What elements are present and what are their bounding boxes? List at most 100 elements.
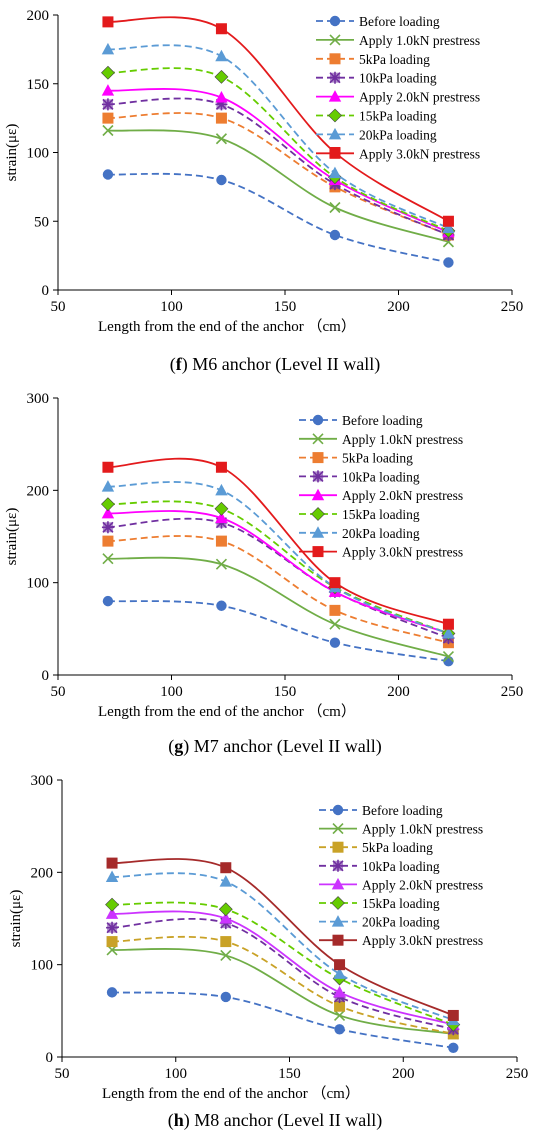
series-line <box>107 481 449 635</box>
data-point <box>101 480 115 492</box>
data-point <box>101 521 114 534</box>
data-point <box>106 936 118 948</box>
series-line <box>112 858 454 1017</box>
series-line <box>112 935 454 1035</box>
data-point <box>102 112 114 124</box>
legend-entry: Before loading <box>362 803 443 818</box>
data-point <box>102 124 114 137</box>
series-6 <box>101 42 455 234</box>
data-point <box>106 921 119 934</box>
data-point <box>101 497 115 512</box>
data-point <box>334 1024 345 1035</box>
legend-entry: 15kPa loading <box>362 896 440 911</box>
data-point <box>442 626 455 639</box>
legend-entry: Before loading <box>359 14 440 29</box>
series-line <box>107 535 449 644</box>
data-point <box>220 991 231 1003</box>
data-point <box>215 49 228 62</box>
data-point <box>328 166 342 179</box>
legend-entry: 20kPa loading <box>359 127 437 142</box>
data-point <box>102 16 114 28</box>
data-point <box>220 862 232 874</box>
series-line <box>107 97 449 236</box>
data-point <box>220 936 232 948</box>
series-0 <box>102 595 454 667</box>
data-point <box>214 69 229 84</box>
legend-marker <box>331 877 345 890</box>
chart-panel-h: 0 100 200 300 50 100 150 200 250 Length from the … <box>8 773 528 1102</box>
legend-entry: Apply 1.0kN prestress <box>362 822 483 837</box>
legend-marker <box>312 433 324 445</box>
legend-entry: Apply 3.0kN prestress <box>362 933 483 948</box>
legend-marker <box>312 414 324 426</box>
data-point <box>329 577 341 589</box>
series-line <box>107 44 449 229</box>
legend-entry: Apply 3.0kN prestress <box>359 146 480 161</box>
legend-entry: 15kPa loading <box>342 507 420 522</box>
series-line <box>112 872 454 1021</box>
data-point <box>215 112 227 124</box>
data-point <box>329 618 341 630</box>
data-point <box>101 42 115 55</box>
legend-marker <box>328 127 342 140</box>
series-line <box>112 991 454 1049</box>
legend-marker <box>311 507 325 521</box>
data-point <box>105 870 119 882</box>
y-axis-label: strain(με) <box>4 508 20 566</box>
series-line <box>107 129 449 243</box>
data-point <box>448 1042 459 1053</box>
series-line <box>107 172 449 264</box>
series-line <box>107 67 449 232</box>
data-point <box>215 91 228 103</box>
data-point <box>329 637 341 648</box>
figure-caption: (h) M8 anchor (Level II wall) <box>168 1110 382 1131</box>
data-point <box>101 506 115 519</box>
data-point <box>215 535 227 547</box>
legend-marker <box>332 804 344 816</box>
data-point <box>333 1009 346 1022</box>
legend-marker <box>329 15 341 27</box>
y-tick-label: 100 <box>31 958 54 974</box>
y-tick-label: 200 <box>27 483 50 499</box>
legend-marker <box>331 915 345 927</box>
legend-entry: Apply 2.0kN prestress <box>342 488 463 503</box>
legend-entry: Apply 1.0kN prestress <box>359 33 480 48</box>
x-axis-label: Length from the end of the anchor （cm） <box>98 318 356 335</box>
data-point <box>334 959 346 971</box>
x-tick-label: 250 <box>501 299 524 315</box>
data-point <box>102 553 114 565</box>
data-point <box>215 511 228 524</box>
data-point <box>333 967 346 979</box>
data-point <box>334 1000 346 1012</box>
series-line <box>107 500 449 635</box>
series-6 <box>105 870 460 1026</box>
series-line <box>112 901 454 1026</box>
y-tick-label: 100 <box>27 146 50 162</box>
data-point <box>215 133 228 145</box>
legend-entry: Apply 2.0kN prestress <box>359 90 480 105</box>
data-point <box>102 169 114 180</box>
series-line <box>112 917 454 1031</box>
data-point <box>215 98 228 111</box>
x-tick-label: 50 <box>55 1066 70 1082</box>
y-axis-label: strain(με) <box>4 124 20 182</box>
legend-entry: 10kPa loading <box>359 71 437 86</box>
data-point <box>215 23 227 35</box>
x-tick-label: 250 <box>501 684 524 700</box>
series-line <box>107 517 449 639</box>
x-tick-label: 150 <box>274 684 297 700</box>
data-point <box>102 535 114 547</box>
x-tick-label: 100 <box>165 1066 188 1082</box>
x-tick-label: 150 <box>278 1066 301 1082</box>
series-1 <box>102 553 455 663</box>
x-tick-label: 200 <box>392 1066 415 1082</box>
legend-marker <box>328 90 342 102</box>
legend-marker <box>312 452 324 464</box>
legend: Before loading Apply 1.0kN prestress 5kPa … <box>299 413 463 560</box>
y-tick-label: 150 <box>27 77 50 93</box>
data-point <box>220 949 232 961</box>
data-point <box>447 1009 459 1021</box>
y-axis-label: strain(με) <box>8 890 24 948</box>
